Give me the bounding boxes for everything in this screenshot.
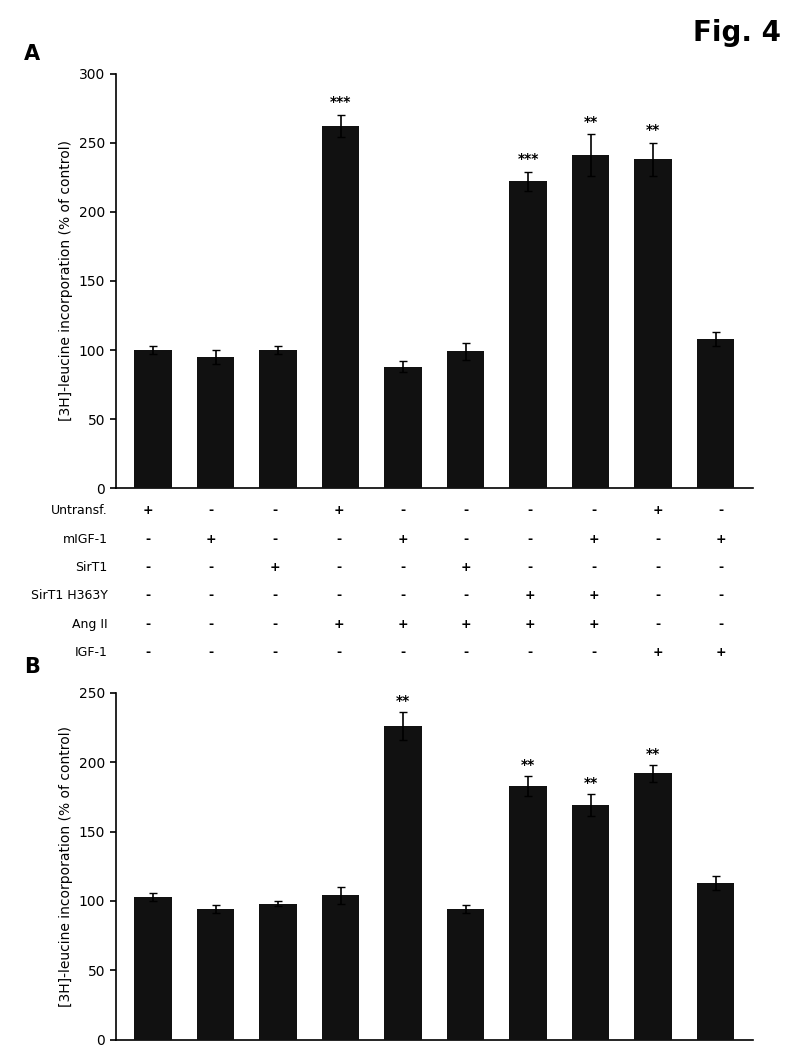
Text: +: + <box>588 532 599 546</box>
Text: +: + <box>716 532 727 546</box>
Text: -: - <box>464 504 469 518</box>
Bar <box>197 909 234 1040</box>
Text: +: + <box>588 589 599 603</box>
Text: -: - <box>655 589 660 603</box>
Text: A: A <box>24 44 40 64</box>
Text: -: - <box>464 646 469 659</box>
Bar <box>135 897 172 1040</box>
Bar <box>447 352 485 488</box>
Bar <box>697 339 734 488</box>
Text: -: - <box>209 561 214 574</box>
Text: mIGF-1: mIGF-1 <box>63 532 108 546</box>
Y-axis label: [3H]-leucine incorporation (% of control): [3H]-leucine incorporation (% of control… <box>59 141 73 421</box>
Text: -: - <box>719 561 724 574</box>
Text: -: - <box>528 646 532 659</box>
Text: ***: *** <box>330 96 351 109</box>
Text: +: + <box>461 617 472 631</box>
Text: -: - <box>719 589 724 603</box>
Text: -: - <box>400 504 405 518</box>
Bar <box>634 774 672 1040</box>
Text: -: - <box>273 532 277 546</box>
Text: -: - <box>719 617 724 631</box>
Text: **: ** <box>583 114 598 129</box>
Text: -: - <box>528 504 532 518</box>
Text: +: + <box>588 617 599 631</box>
Bar <box>135 350 172 488</box>
Text: -: - <box>209 589 214 603</box>
Text: -: - <box>528 561 532 574</box>
Text: -: - <box>145 561 150 574</box>
Text: -: - <box>145 532 150 546</box>
Text: -: - <box>273 617 277 631</box>
Bar <box>447 909 485 1040</box>
Text: B: B <box>24 657 40 677</box>
Text: -: - <box>336 589 341 603</box>
Text: +: + <box>716 646 727 659</box>
Text: Fig. 4: Fig. 4 <box>693 19 781 47</box>
Text: **: ** <box>646 123 660 138</box>
Y-axis label: [3H]-leucine incorporation (% of control): [3H]-leucine incorporation (% of control… <box>59 726 73 1007</box>
Text: -: - <box>145 617 150 631</box>
Text: +: + <box>652 646 663 659</box>
Bar <box>322 126 359 488</box>
Text: ***: *** <box>517 152 539 166</box>
Text: -: - <box>145 646 150 659</box>
Text: +: + <box>333 617 344 631</box>
Text: Ang II: Ang II <box>72 617 108 631</box>
Bar <box>259 904 296 1040</box>
Text: Untransf.: Untransf. <box>51 504 108 518</box>
Text: +: + <box>524 617 536 631</box>
Bar <box>697 883 734 1040</box>
Text: -: - <box>719 504 724 518</box>
Text: -: - <box>655 532 660 546</box>
Bar <box>259 350 296 488</box>
Bar <box>322 896 359 1040</box>
Text: +: + <box>206 532 217 546</box>
Text: -: - <box>273 589 277 603</box>
Text: -: - <box>464 589 469 603</box>
Bar <box>384 727 422 1040</box>
Text: +: + <box>142 504 153 518</box>
Text: -: - <box>591 646 596 659</box>
Text: +: + <box>524 589 536 603</box>
Text: -: - <box>336 532 341 546</box>
Text: +: + <box>333 504 344 518</box>
Bar <box>197 357 234 488</box>
Text: -: - <box>655 617 660 631</box>
Text: SirT1: SirT1 <box>76 561 108 574</box>
Text: -: - <box>400 589 405 603</box>
Bar <box>384 366 422 488</box>
Bar <box>572 155 610 488</box>
Text: IGF-1: IGF-1 <box>75 646 108 659</box>
Bar <box>634 160 672 488</box>
Text: -: - <box>209 617 214 631</box>
Text: -: - <box>145 589 150 603</box>
Text: +: + <box>652 504 663 518</box>
Text: -: - <box>464 532 469 546</box>
Text: -: - <box>336 646 341 659</box>
Text: **: ** <box>396 694 410 709</box>
Bar <box>509 785 547 1040</box>
Text: **: ** <box>521 758 536 772</box>
Text: -: - <box>528 532 532 546</box>
Text: +: + <box>397 532 408 546</box>
Text: +: + <box>269 561 281 574</box>
Text: -: - <box>336 561 341 574</box>
Text: -: - <box>209 646 214 659</box>
Text: -: - <box>400 646 405 659</box>
Text: **: ** <box>646 747 660 761</box>
Text: -: - <box>591 504 596 518</box>
Bar <box>509 182 547 488</box>
Text: **: ** <box>583 776 598 790</box>
Text: +: + <box>397 617 408 631</box>
Text: -: - <box>655 561 660 574</box>
Text: -: - <box>273 504 277 518</box>
Bar <box>572 805 610 1040</box>
Text: SirT1 H363Y: SirT1 H363Y <box>31 589 108 603</box>
Text: -: - <box>273 646 277 659</box>
Text: -: - <box>209 504 214 518</box>
Text: +: + <box>461 561 472 574</box>
Text: -: - <box>591 561 596 574</box>
Text: -: - <box>400 561 405 574</box>
